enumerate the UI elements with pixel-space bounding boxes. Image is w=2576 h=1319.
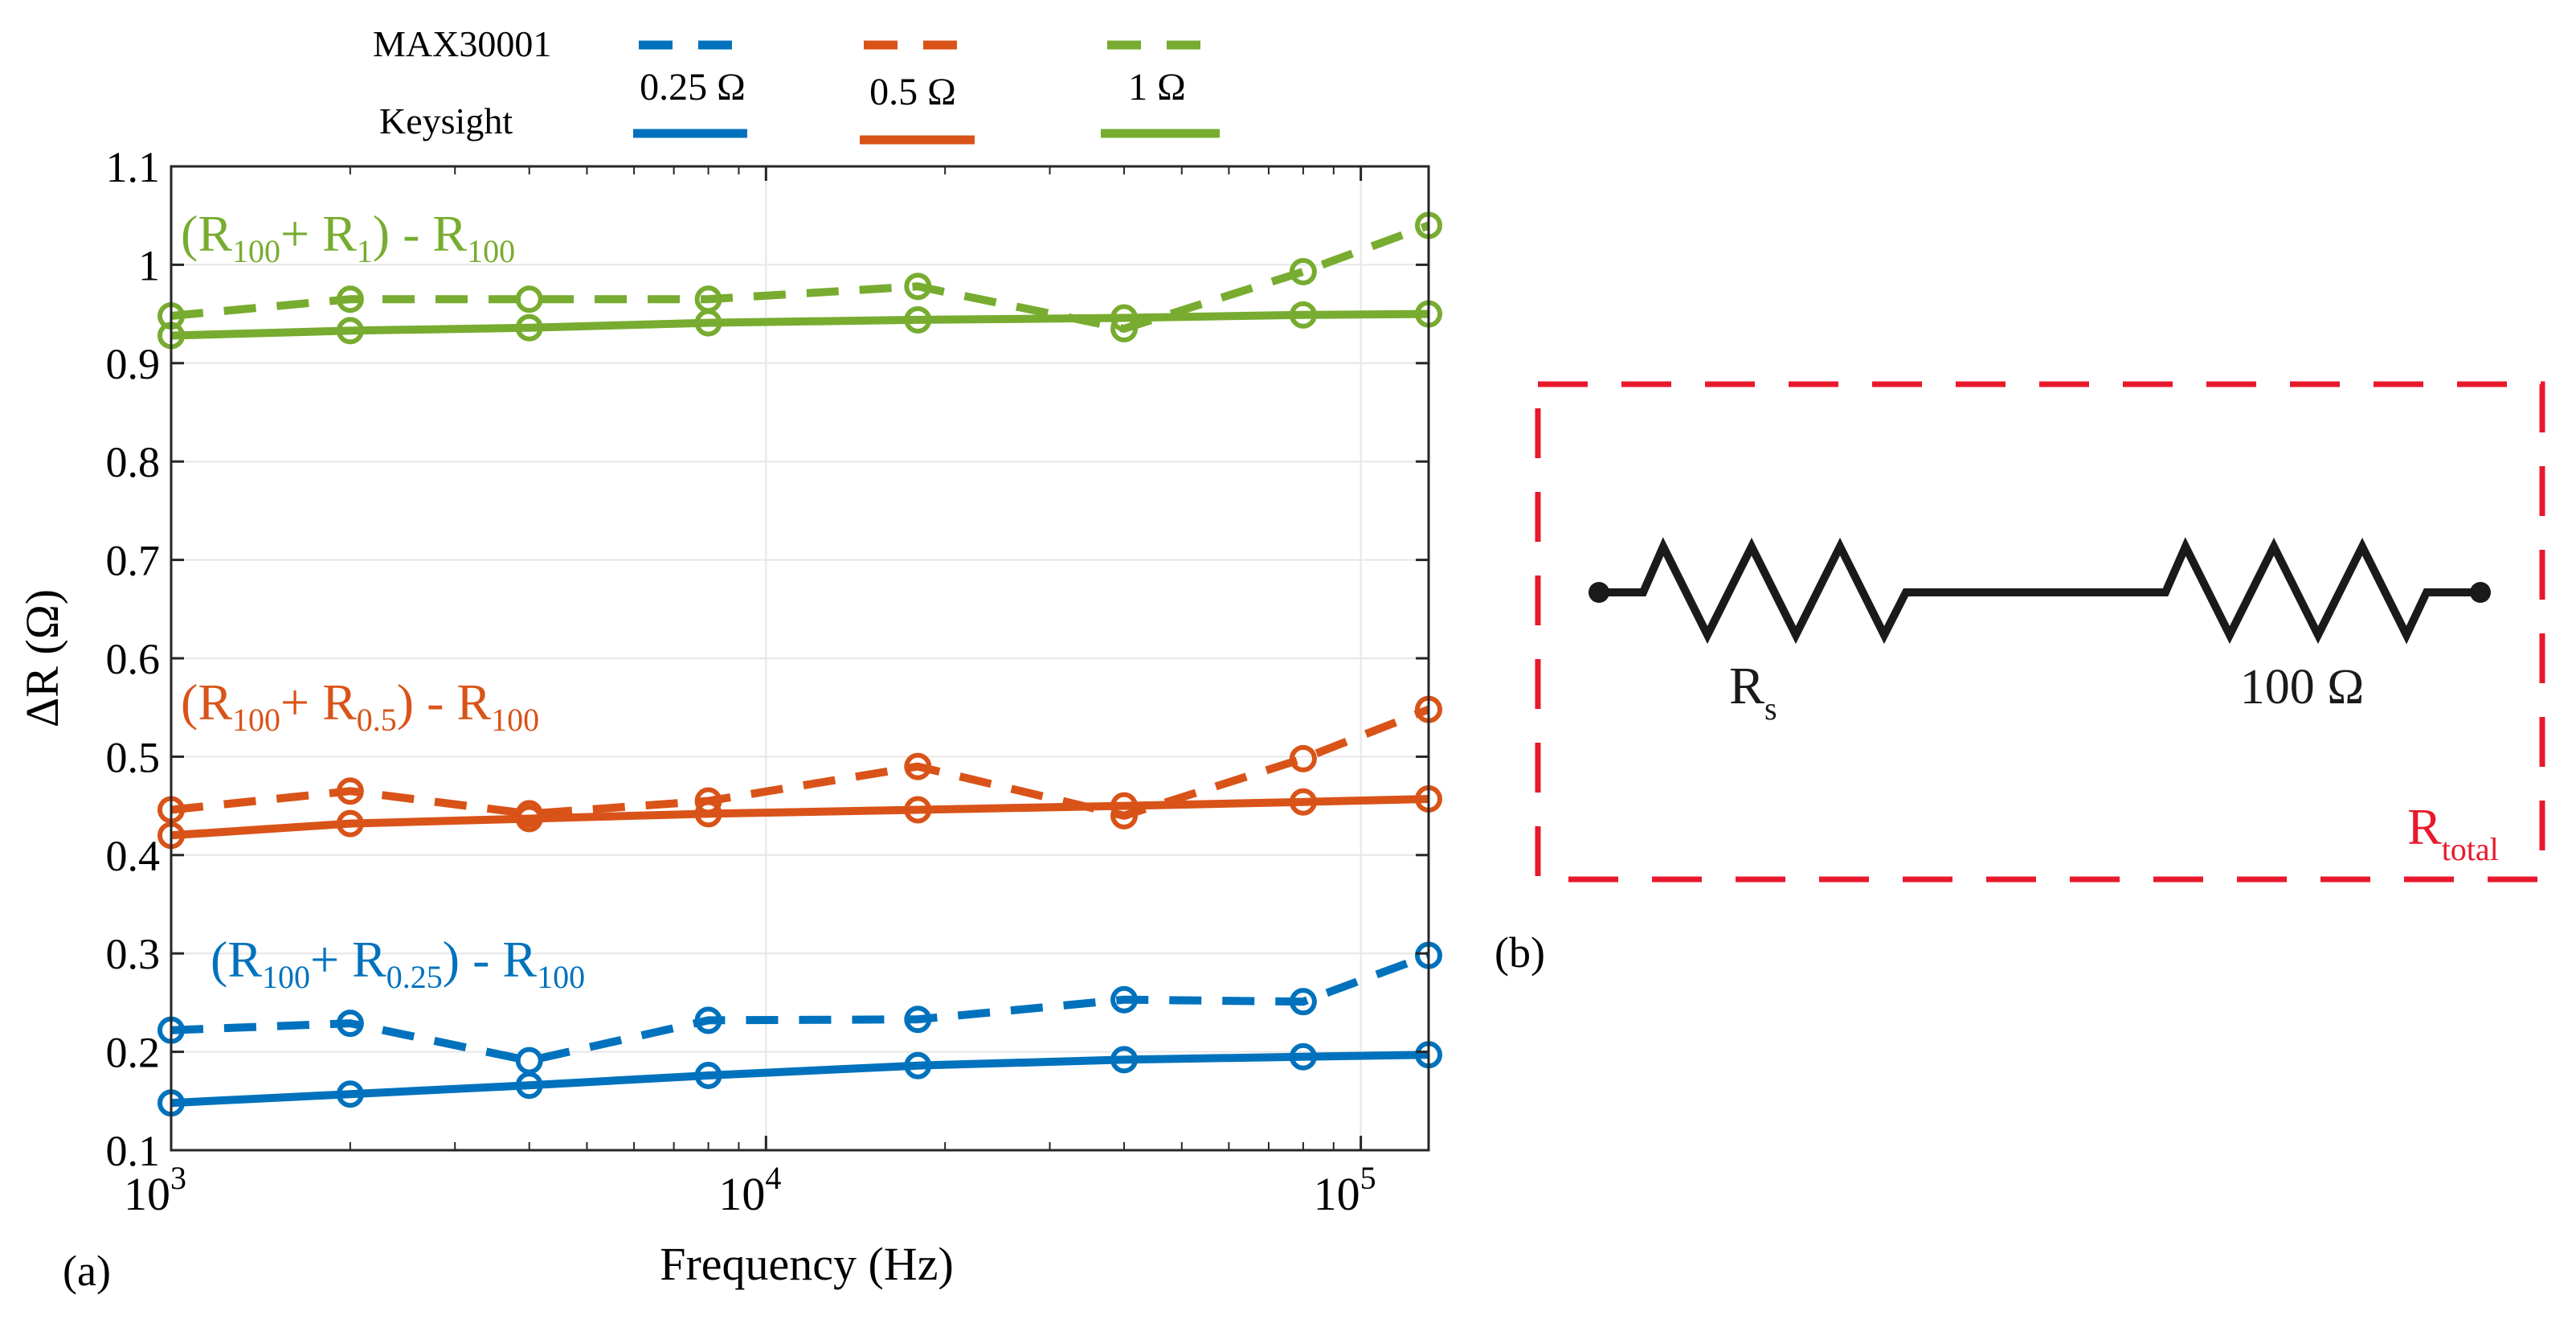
panel-label-a: (a) bbox=[63, 1247, 111, 1295]
data-point bbox=[336, 1080, 364, 1108]
annotation-0.5-ohm: (R100+ R0.5) - R100 bbox=[181, 674, 539, 738]
annotation-1-ohm: (R100+ R1) - R100 bbox=[181, 205, 515, 269]
data-point bbox=[1289, 788, 1317, 816]
data-point bbox=[336, 777, 364, 805]
data-point bbox=[694, 1061, 722, 1089]
y-tick-label: 0.2 bbox=[106, 1029, 161, 1077]
data-point bbox=[336, 809, 364, 838]
legend-entry-1: 1 Ω bbox=[1128, 66, 1186, 109]
data-point bbox=[904, 1006, 932, 1034]
data-point bbox=[904, 752, 932, 780]
series-line-keysight-1-ω bbox=[170, 309, 1429, 340]
series-line-keysight-0.25-ω bbox=[170, 1051, 1429, 1108]
data-point bbox=[515, 805, 543, 833]
data-point bbox=[1289, 1043, 1317, 1071]
data-point bbox=[1110, 985, 1139, 1014]
legend-row-keysight: Keysight bbox=[379, 100, 513, 141]
series-line-max30001-0.25-ω bbox=[170, 951, 1430, 1065]
data-point bbox=[694, 787, 722, 815]
data-point bbox=[904, 272, 932, 301]
annotation-0.25-ohm: (R100+ R0.25) - R100 bbox=[211, 931, 585, 995]
data-point bbox=[336, 1010, 364, 1038]
data-point bbox=[1110, 792, 1139, 820]
resistor-rs bbox=[1599, 537, 2480, 645]
data-point bbox=[515, 1071, 543, 1100]
grid-lines bbox=[171, 166, 1429, 1150]
legend-entry-0.5: 0.5 Ω bbox=[869, 71, 956, 113]
data-point bbox=[904, 1051, 932, 1079]
data-point bbox=[904, 796, 932, 824]
data-point bbox=[1289, 988, 1317, 1016]
y-tick-label: 0.5 bbox=[106, 733, 161, 781]
y-tick-label: 0.4 bbox=[106, 832, 161, 880]
data-point bbox=[1289, 301, 1317, 329]
schematic-panel: Rs 100 Ω Rtotal (b) bbox=[1494, 381, 2545, 977]
x-axis-label: Frequency (Hz) bbox=[660, 1238, 954, 1290]
data-point bbox=[1110, 801, 1139, 829]
panel-label-b: (b) bbox=[1494, 928, 1545, 977]
data-point bbox=[515, 313, 543, 342]
data-point bbox=[904, 305, 932, 334]
y-axis-label: ΔR (Ω) bbox=[16, 589, 68, 727]
data-point bbox=[515, 1047, 543, 1075]
x-axis-ticks: 103 104 105 bbox=[124, 166, 1376, 1220]
resistor-rs-label: Rs bbox=[1729, 657, 1777, 727]
legend-entry-0.25: 0.25 Ω bbox=[640, 66, 746, 109]
x-tick-label: 103 bbox=[124, 1160, 186, 1220]
legend: MAX30001 Keysight 0.25 Ω 0.5 Ω 1 Ω bbox=[373, 23, 1220, 145]
data-point bbox=[1110, 314, 1139, 342]
x-tick-label: 104 bbox=[718, 1160, 781, 1220]
r-total-box bbox=[1535, 381, 2545, 883]
y-tick-label: 0.9 bbox=[106, 340, 161, 388]
y-tick-label: 1.1 bbox=[106, 143, 161, 191]
r-total-label: Rtotal bbox=[2407, 798, 2499, 867]
data-point bbox=[336, 317, 364, 345]
data-point bbox=[694, 1006, 722, 1034]
series-line-max30001-1-ω bbox=[170, 221, 1430, 333]
data-point bbox=[694, 800, 722, 828]
data-point bbox=[1110, 304, 1139, 332]
series-lines bbox=[170, 221, 1430, 1108]
y-tick-label: 0.1 bbox=[106, 1127, 161, 1175]
y-tick-label: 1 bbox=[138, 241, 160, 289]
legend-row-max30001: MAX30001 bbox=[373, 23, 551, 64]
data-point bbox=[694, 309, 722, 337]
data-point bbox=[1110, 1046, 1139, 1074]
resistor-100-label: 100 Ω bbox=[2240, 660, 2365, 715]
data-point bbox=[1289, 257, 1317, 285]
series-line-keysight-0.5-ω bbox=[170, 795, 1429, 840]
data-point bbox=[515, 285, 543, 313]
y-tick-label: 0.3 bbox=[106, 930, 161, 978]
data-point bbox=[336, 285, 364, 313]
y-axis-ticks: 0.1 0.2 0.3 0.4 0.5 0.6 0.7 0.8 0.9 1 1.1 bbox=[106, 143, 1429, 1175]
y-tick-label: 0.7 bbox=[106, 537, 161, 585]
series-line-max30001-0.5-ω bbox=[170, 705, 1430, 820]
data-point bbox=[1289, 744, 1317, 772]
x-tick-label: 105 bbox=[1314, 1160, 1376, 1220]
y-tick-label: 0.6 bbox=[106, 635, 161, 683]
chart-panel: 0.10.20.30.40.50.60.70.80.911.1 103 104 10… bbox=[16, 23, 1442, 1295]
y-tick-label: 0.8 bbox=[106, 438, 161, 486]
